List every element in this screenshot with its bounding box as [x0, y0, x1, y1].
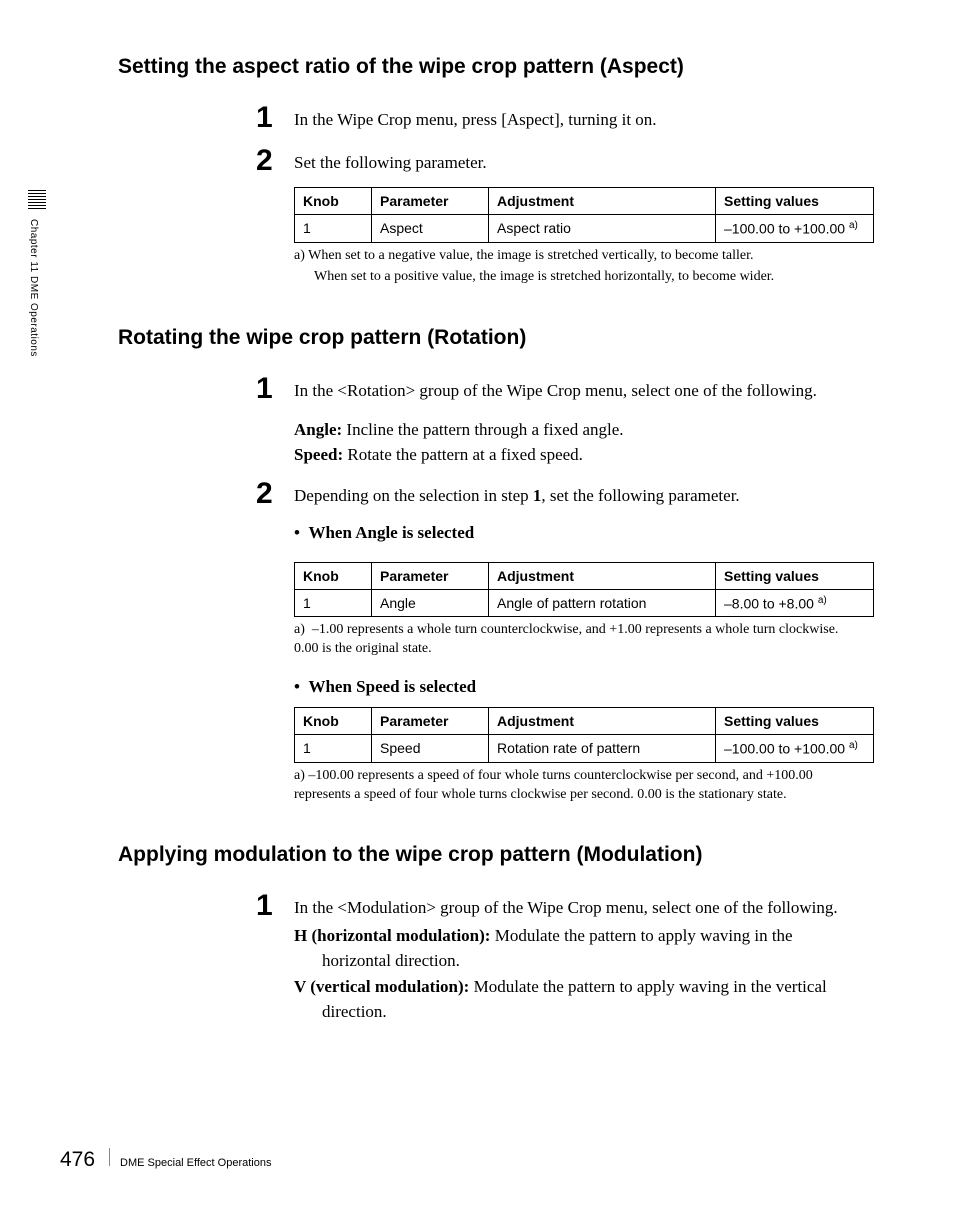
def-item: Angle: Incline the pattern through a fix… [294, 418, 859, 443]
step-1: 1 In the <Modulation> group of the Wipe … [256, 889, 859, 1027]
section-title-aspect: Setting the aspect ratio of the wipe cro… [118, 55, 859, 79]
table-header: Setting values [716, 708, 874, 735]
footnote: a) –1.00 represents a whole turn counter… [294, 621, 859, 659]
page-number: 476 [60, 1148, 95, 1172]
footnote: When set to a positive value, the image … [294, 268, 859, 287]
table-cell: –100.00 to +100.00 a) [716, 215, 874, 243]
footer-text: DME Special Effect Operations [120, 1157, 271, 1169]
footer-separator [109, 1148, 110, 1166]
table-row: 1 Angle Angle of pattern rotation –8.00 … [295, 589, 874, 617]
bullet-speed: When Speed is selected [294, 677, 859, 697]
table-header: Parameter [372, 188, 489, 215]
table-cell: Angle [372, 589, 489, 617]
table-cell: Speed [372, 735, 489, 763]
step-2: 2 Set the following parameter. [256, 144, 859, 177]
table-cell: Aspect ratio [489, 215, 716, 243]
angle-table: Knob Parameter Adjustment Setting values… [294, 562, 874, 618]
table-cell: Rotation rate of pattern [489, 735, 716, 763]
speed-table: Knob Parameter Adjustment Setting values… [294, 707, 874, 763]
def-item: V (vertical modulation): Modulate the pa… [294, 975, 859, 1024]
step-number: 1 [256, 889, 294, 1027]
step-2: 2 Depending on the selection in step 1, … [256, 477, 859, 551]
table-cell: Angle of pattern rotation [489, 589, 716, 617]
bullet-angle: When Angle is selected [294, 521, 859, 546]
step-1: 1 In the <Rotation> group of the Wipe Cr… [256, 372, 859, 467]
section-title-rotation: Rotating the wipe crop pattern (Rotation… [118, 326, 859, 350]
table-cell: 1 [295, 589, 372, 617]
table-cell: –8.00 to +8.00 a) [716, 589, 874, 617]
table-cell: 1 [295, 735, 372, 763]
table-row: 1 Aspect Aspect ratio –100.00 to +100.00… [295, 215, 874, 243]
table-header: Knob [295, 708, 372, 735]
def-item: Speed: Rotate the pattern at a fixed spe… [294, 443, 859, 468]
footnote: a) When set to a negative value, the ima… [294, 247, 859, 266]
table-header: Adjustment [489, 188, 716, 215]
step-text: In the <Modulation> group of the Wipe Cr… [294, 896, 859, 921]
table-row: 1 Speed Rotation rate of pattern –100.00… [295, 735, 874, 763]
step-number: 1 [256, 101, 294, 134]
step-text: Depending on the selection in step 1, se… [294, 484, 859, 509]
aspect-table: Knob Parameter Adjustment Setting values… [294, 187, 874, 243]
table-header: Parameter [372, 708, 489, 735]
step-text: In the Wipe Crop menu, press [Aspect], t… [294, 101, 859, 134]
table-header: Adjustment [489, 708, 716, 735]
table-header: Knob [295, 562, 372, 589]
step-number: 1 [256, 372, 294, 467]
table-header: Adjustment [489, 562, 716, 589]
step-text: Set the following parameter. [294, 151, 859, 176]
table-cell: –100.00 to +100.00 a) [716, 735, 874, 763]
sidebar-chapter-label: Chapter 11 DME Operations [28, 219, 39, 357]
page-footer: 476 DME Special Effect Operations [60, 1148, 271, 1172]
table-header: Setting values [716, 188, 874, 215]
sidebar-marker: Chapter 11 DME Operations [28, 190, 46, 357]
section-title-modulation: Applying modulation to the wipe crop pat… [118, 843, 859, 867]
table-cell: 1 [295, 215, 372, 243]
sidebar-bars [28, 190, 46, 209]
step-text: In the <Rotation> group of the Wipe Crop… [294, 379, 859, 404]
def-item: H (horizontal modulation): Modulate the … [294, 924, 859, 973]
table-header: Parameter [372, 562, 489, 589]
table-cell: Aspect [372, 215, 489, 243]
step-number: 2 [256, 144, 294, 177]
footnote: a) –100.00 represents a speed of four wh… [294, 767, 859, 805]
table-header: Setting values [716, 562, 874, 589]
step-1: 1 In the Wipe Crop menu, press [Aspect],… [256, 101, 859, 134]
step-number: 2 [256, 477, 294, 551]
table-header: Knob [295, 188, 372, 215]
